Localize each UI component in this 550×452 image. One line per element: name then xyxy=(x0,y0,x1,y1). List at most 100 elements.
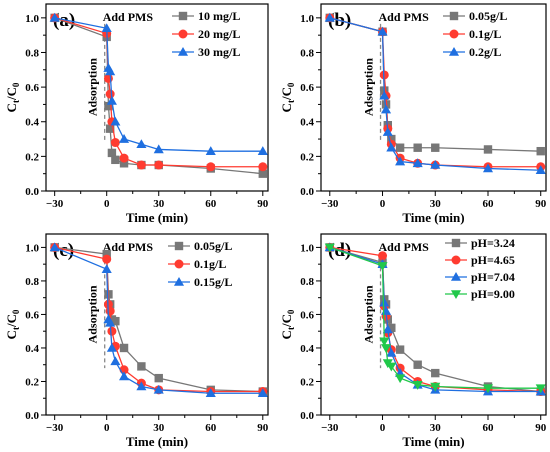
data-point xyxy=(49,242,60,252)
legend-entry: 0.1g/L xyxy=(443,27,501,41)
legend-marker xyxy=(451,238,461,248)
data-point xyxy=(380,344,392,354)
plot-frame xyxy=(45,3,269,192)
x-tick-label: 90 xyxy=(535,422,547,434)
x-tick-label: −30 xyxy=(321,198,339,210)
legend-entry: 10 mg/L xyxy=(172,9,240,23)
x-tick-label: 0 xyxy=(380,198,386,210)
y-tick-label: 0.0 xyxy=(300,186,314,198)
data-point xyxy=(387,134,396,144)
data-point xyxy=(119,153,129,163)
data-point xyxy=(386,142,397,152)
data-point xyxy=(205,146,216,155)
data-point xyxy=(105,124,115,133)
data-point xyxy=(136,381,147,391)
chart-panel-2: −30 0 30 60 90 0.0 0.2 0.4 0.6 0.8 1.0 Time (min) Ct… xyxy=(279,3,547,225)
legend-entry: pH=3.24 xyxy=(445,236,515,250)
y-tick-label: 0.4 xyxy=(300,343,314,355)
y-tick-label: 1.0 xyxy=(25,242,39,254)
data-point xyxy=(119,159,129,168)
legend-entry: 0.1g/L xyxy=(168,257,226,271)
series-3 xyxy=(49,12,268,155)
legend-label: 10 mg/L xyxy=(198,9,240,23)
x-tick-label: −30 xyxy=(46,198,64,210)
x-tick-label: 90 xyxy=(535,198,547,210)
x-tick-label: 30 xyxy=(430,422,442,434)
data-point xyxy=(413,143,422,152)
y-tick-label: 0.6 xyxy=(25,309,39,321)
x-axis-label: Time (min) xyxy=(402,434,464,449)
y-axis-label: Ct/C0 xyxy=(279,309,296,339)
y-axis-label: Ct/C0 xyxy=(4,309,21,339)
legend-marker xyxy=(173,276,185,286)
data-point xyxy=(387,323,396,333)
data-point xyxy=(205,388,216,397)
legend-marker xyxy=(177,46,189,56)
data-point xyxy=(377,262,388,271)
y-tick-label: 0.0 xyxy=(300,410,314,422)
data-point xyxy=(105,89,115,99)
plot-frame xyxy=(45,233,269,416)
data-point xyxy=(386,362,397,372)
data-point xyxy=(379,90,390,100)
y-axis-label-part: t xyxy=(11,100,21,103)
series-1 xyxy=(50,243,267,396)
data-point xyxy=(154,373,163,383)
data-point xyxy=(101,264,112,273)
legend-entry: 30 mg/L xyxy=(172,45,240,59)
data-point xyxy=(395,345,405,354)
data-point xyxy=(104,101,113,111)
data-point xyxy=(137,362,146,371)
data-point xyxy=(382,324,393,334)
data-point xyxy=(49,12,60,22)
data-point xyxy=(482,384,494,394)
legend-entry: 0.05g/L xyxy=(443,9,507,23)
legend-marker xyxy=(450,290,462,300)
x-tick-label: 0 xyxy=(104,422,110,434)
y-tick-label: 0.0 xyxy=(25,410,39,422)
y-tick-label: 1.0 xyxy=(25,13,39,25)
y-axis-label-part: /C xyxy=(4,87,19,101)
legend-entry: pH=9.00 xyxy=(445,287,515,301)
data-point xyxy=(136,160,146,170)
y-tick-label: 0.8 xyxy=(25,276,39,288)
x-tick-label: 60 xyxy=(205,422,217,434)
data-point xyxy=(324,243,335,253)
data-point xyxy=(482,163,494,173)
data-point xyxy=(377,26,388,36)
y-axis-label-part: 0 xyxy=(286,309,296,314)
chart-panel-3: −30 0 30 60 90 0.0 0.2 0.4 0.6 0.8 1.0 Time (min) Ct… xyxy=(4,233,269,449)
data-point xyxy=(102,249,111,259)
y-axis-label-part: /C xyxy=(279,87,294,101)
y-tick-label: 0.2 xyxy=(300,151,314,163)
data-point xyxy=(379,297,390,307)
x-tick-label: 0 xyxy=(104,198,110,210)
legend-label: pH=9.00 xyxy=(471,287,515,301)
legend-marker xyxy=(450,271,462,281)
data-point xyxy=(382,127,393,136)
data-point xyxy=(378,251,388,261)
legend-marker xyxy=(449,11,459,21)
data-point xyxy=(380,104,392,114)
adsorption-label: Adsorption xyxy=(86,58,100,116)
y-axis-label-part: 0 xyxy=(286,82,296,87)
y-tick-label: 0.6 xyxy=(300,82,314,94)
data-point xyxy=(119,343,129,353)
legend-label: pH=4.65 xyxy=(471,253,515,267)
legend-label: pH=7.04 xyxy=(471,270,515,284)
data-point xyxy=(111,316,120,326)
x-tick-label: 30 xyxy=(430,198,442,210)
series-1 xyxy=(325,13,545,156)
y-axis-label-part: C xyxy=(279,330,294,339)
legend-label: 0.15g/L xyxy=(194,275,232,289)
y-axis-label-part: t xyxy=(286,100,296,103)
series-3 xyxy=(324,12,546,175)
y-axis-label-part: /C xyxy=(279,314,294,328)
x-axis-label: Time (min) xyxy=(126,210,188,225)
data-point xyxy=(105,66,116,76)
y-tick-label: 0.2 xyxy=(25,151,39,163)
adsorption-label: Adsorption xyxy=(362,285,376,343)
legend-label: 0.2g/L xyxy=(469,45,501,59)
x-tick-label: 30 xyxy=(153,198,165,210)
